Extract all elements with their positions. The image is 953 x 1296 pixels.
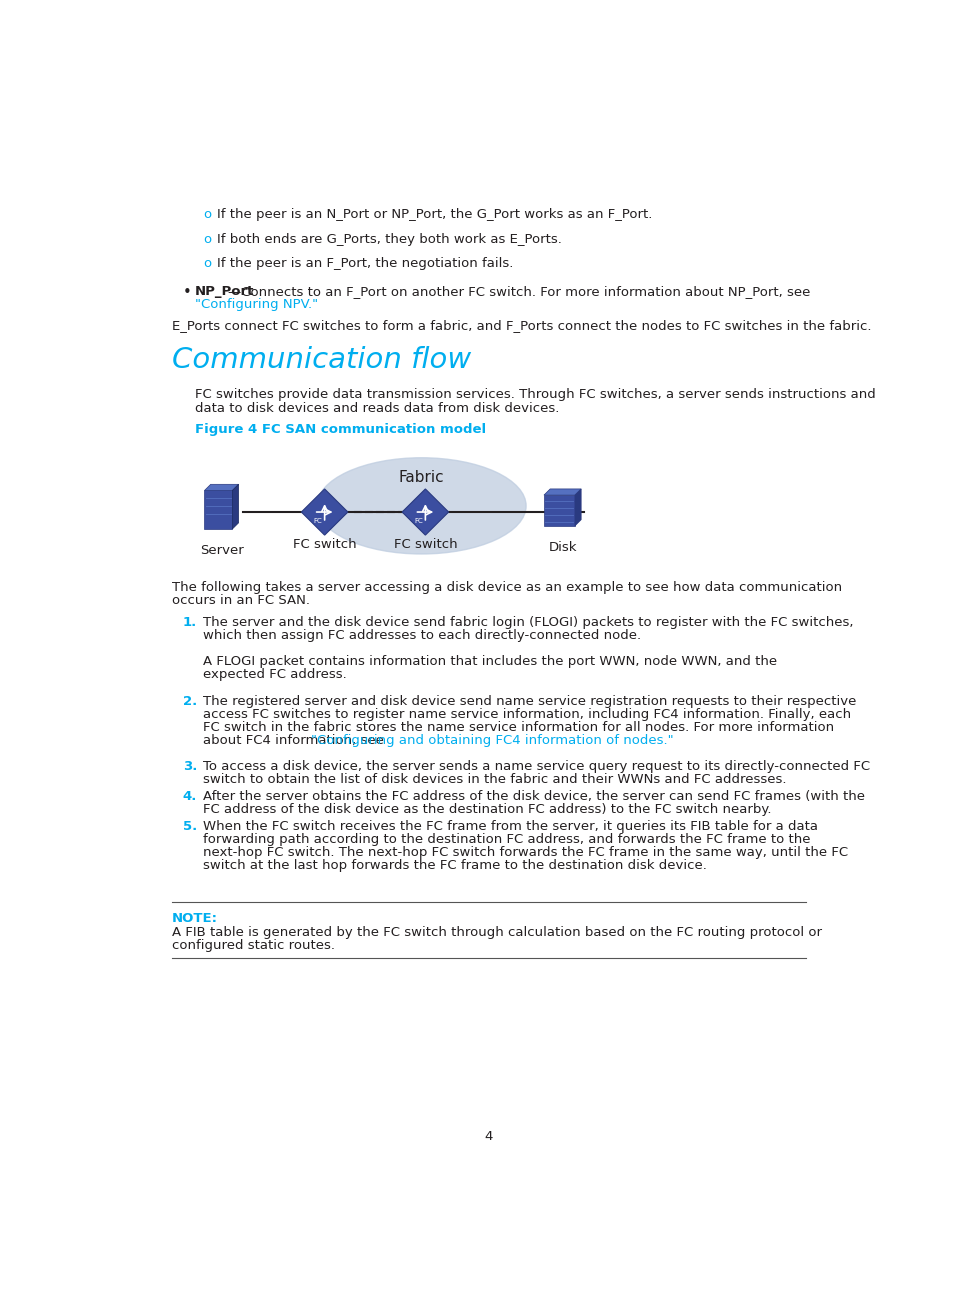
Text: occurs in an FC SAN.: occurs in an FC SAN. — [172, 595, 310, 608]
Text: 3.: 3. — [183, 759, 197, 772]
Text: —Connects to an F_Port on another FC switch. For more information about NP_Port,: —Connects to an F_Port on another FC swi… — [228, 285, 809, 298]
Text: When the FC switch receives the FC frame from the server, it queries its FIB tab: When the FC switch receives the FC frame… — [203, 820, 817, 833]
Text: NP_Port: NP_Port — [195, 285, 254, 298]
Text: Figure 4 FC SAN communication model: Figure 4 FC SAN communication model — [195, 424, 486, 437]
Polygon shape — [543, 495, 575, 526]
Polygon shape — [575, 489, 580, 526]
Text: access FC switches to register name service information, including FC4 informati: access FC switches to register name serv… — [203, 708, 850, 721]
Text: To access a disk device, the server sends a name service query request to its di: To access a disk device, the server send… — [203, 759, 869, 772]
Text: The registered server and disk device send name service registration requests to: The registered server and disk device se… — [203, 695, 856, 708]
Text: 5.: 5. — [183, 820, 197, 833]
Text: After the server obtains the FC address of the disk device, the server can send : After the server obtains the FC address … — [203, 791, 864, 804]
Text: Fabric: Fabric — [398, 469, 444, 485]
Text: next-hop FC switch. The next-hop FC switch forwards the FC frame in the same way: next-hop FC switch. The next-hop FC swit… — [203, 846, 847, 859]
Polygon shape — [204, 490, 233, 529]
Text: FC switch in the fabric stores the name service information for all nodes. For m: FC switch in the fabric stores the name … — [203, 721, 833, 734]
Text: switch at the last hop forwards the FC frame to the destination disk device.: switch at the last hop forwards the FC f… — [203, 859, 706, 872]
Text: FC switch: FC switch — [293, 538, 356, 551]
Text: The server and the disk device send fabric login (FLOGI) packets to register wit: The server and the disk device send fabr… — [203, 616, 853, 629]
Text: 4.: 4. — [183, 791, 197, 804]
Text: FC: FC — [415, 518, 423, 524]
Text: about FC4 information, see: about FC4 information, see — [203, 734, 388, 746]
Text: "Configuring NPV.": "Configuring NPV." — [195, 298, 318, 311]
Polygon shape — [402, 489, 448, 535]
Polygon shape — [543, 489, 580, 495]
Ellipse shape — [316, 457, 525, 553]
Text: NOTE:: NOTE: — [172, 911, 217, 924]
Text: Communication flow: Communication flow — [172, 346, 471, 375]
Text: o: o — [203, 232, 211, 245]
Text: o: o — [203, 207, 211, 220]
Text: o: o — [203, 257, 211, 270]
Text: FC address of the disk device as the destination FC address) to the FC switch ne: FC address of the disk device as the des… — [203, 804, 771, 816]
Text: A FIB table is generated by the FC switch through calculation based on the FC ro: A FIB table is generated by the FC switc… — [172, 925, 821, 938]
Text: FC switches provide data transmission services. Through FC switches, a server se: FC switches provide data transmission se… — [195, 388, 875, 400]
Text: Disk: Disk — [548, 542, 577, 555]
Text: 1.: 1. — [183, 616, 197, 629]
Text: 2.: 2. — [183, 695, 197, 708]
Text: forwarding path according to the destination FC address, and forwards the FC fra: forwarding path according to the destina… — [203, 833, 810, 846]
Text: If the peer is an F_Port, the negotiation fails.: If the peer is an F_Port, the negotiatio… — [216, 257, 513, 270]
Text: •: • — [183, 285, 192, 299]
Text: If the peer is an N_Port or NP_Port, the G_Port works as an F_Port.: If the peer is an N_Port or NP_Port, the… — [216, 207, 652, 220]
Polygon shape — [204, 485, 238, 490]
Text: expected FC address.: expected FC address. — [203, 669, 346, 682]
Text: Server: Server — [199, 544, 243, 557]
Text: 4: 4 — [484, 1130, 493, 1143]
Polygon shape — [301, 489, 348, 535]
Text: configured static routes.: configured static routes. — [172, 940, 335, 953]
Text: FC switch: FC switch — [394, 538, 456, 551]
Text: "Configuring and obtaining FC4 information of nodes.": "Configuring and obtaining FC4 informati… — [311, 734, 673, 746]
Text: switch to obtain the list of disk devices in the fabric and their WWNs and FC ad: switch to obtain the list of disk device… — [203, 772, 785, 787]
Text: which then assign FC addresses to each directly-connected node.: which then assign FC addresses to each d… — [203, 629, 640, 642]
Text: If both ends are G_Ports, they both work as E_Ports.: If both ends are G_Ports, they both work… — [216, 232, 561, 245]
Polygon shape — [233, 485, 238, 529]
Text: FC: FC — [314, 518, 322, 524]
Text: data to disk devices and reads data from disk devices.: data to disk devices and reads data from… — [195, 402, 559, 415]
Text: The following takes a server accessing a disk device as an example to see how da: The following takes a server accessing a… — [172, 581, 841, 594]
Text: A FLOGI packet contains information that includes the port WWN, node WWN, and th: A FLOGI packet contains information that… — [203, 656, 777, 669]
Text: E_Ports connect FC switches to form a fabric, and F_Ports connect the nodes to F: E_Ports connect FC switches to form a fa… — [172, 319, 870, 332]
